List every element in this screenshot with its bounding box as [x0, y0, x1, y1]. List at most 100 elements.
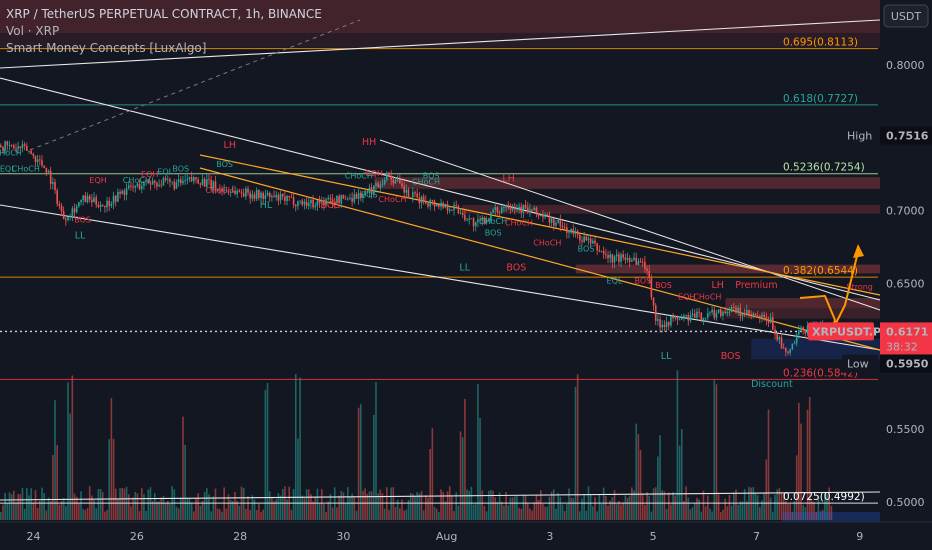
volume-bar	[544, 506, 546, 520]
candle-body	[0, 145, 2, 147]
candle-body	[511, 207, 514, 210]
candle-body	[709, 312, 711, 314]
candle-body	[121, 190, 124, 194]
candle-body	[34, 155, 37, 162]
candle-body	[693, 313, 696, 318]
candle-body	[125, 188, 128, 195]
volume-bar	[719, 511, 722, 520]
volume-bar	[260, 511, 262, 520]
symbol-tag-label: XRPUSDT.P	[812, 325, 881, 338]
volume-bar	[362, 490, 364, 520]
candle-body	[275, 194, 278, 198]
candle-body	[737, 307, 739, 313]
volume-bar	[114, 488, 117, 520]
volume-bar	[706, 495, 709, 520]
volume-bar	[366, 494, 369, 520]
volume-bar	[605, 495, 607, 520]
volume-bar	[639, 449, 642, 520]
candle-body	[318, 200, 321, 204]
volume-bar	[43, 493, 45, 520]
candle-body	[479, 219, 481, 221]
volume-bar	[307, 489, 310, 520]
candle-body	[722, 311, 724, 317]
candle-body	[212, 181, 215, 189]
volume-bar	[765, 459, 768, 520]
supply-zone-2	[374, 177, 880, 189]
volume-bar	[563, 511, 566, 520]
candle-body	[65, 219, 67, 221]
candle-body	[383, 179, 386, 184]
volume-bar	[717, 494, 720, 520]
candle-body	[769, 317, 772, 323]
volume-bar	[440, 489, 442, 520]
volume-bar	[795, 455, 798, 520]
legend-volume[interactable]: Vol · XRP	[6, 24, 60, 38]
candle-body	[444, 204, 447, 208]
candle-body	[320, 199, 323, 204]
candle-body	[188, 177, 191, 180]
volume-bar	[327, 501, 330, 520]
candle-body	[639, 260, 642, 262]
candle-body	[301, 200, 304, 205]
volume-bar	[633, 490, 635, 520]
volume-bar	[559, 496, 562, 520]
volume-bar	[101, 492, 104, 520]
candle-body	[186, 179, 189, 181]
price-axis[interactable]: 0.8000 0.7000 0.6500 0.5500 0.5000 High 0.7516…	[808, 0, 932, 522]
candle-body	[670, 316, 672, 326]
volume-bar	[60, 500, 63, 520]
candle-body	[544, 214, 546, 218]
volume-bar	[631, 487, 633, 520]
price-tick: 0.5500	[886, 423, 925, 436]
candle-body	[299, 200, 301, 202]
candle-body	[650, 278, 653, 298]
candle-body	[182, 180, 184, 184]
volume-bar	[281, 489, 284, 520]
currency-button[interactable]	[883, 4, 929, 28]
smc-label-bos: BOS	[506, 262, 526, 273]
volume-bar	[225, 508, 228, 520]
candle-body	[550, 218, 553, 223]
candle-body	[106, 200, 108, 208]
volume-bar	[338, 495, 340, 520]
volume-bar	[190, 502, 193, 520]
volume-bar	[674, 495, 677, 520]
candle-body	[171, 181, 173, 183]
volume-bar	[127, 494, 130, 520]
volume-bar	[15, 502, 17, 520]
volume-bar	[759, 507, 761, 520]
volume-bar	[179, 497, 182, 520]
countdown: 38:32	[886, 340, 918, 353]
candle-body	[531, 209, 533, 211]
candle-body	[455, 204, 458, 206]
volume-bar	[8, 492, 11, 520]
candle-body	[435, 204, 438, 207]
trend-line-3	[379, 139, 881, 311]
candle-body	[234, 190, 236, 194]
legend-indicator[interactable]: Smart Money Concepts [LuxAlgo]	[6, 41, 207, 55]
currency-button-label[interactable]: USDT	[891, 10, 922, 23]
candle-body	[392, 179, 395, 184]
candle-body	[774, 329, 776, 335]
candle-body	[654, 305, 657, 321]
volume-bar	[318, 503, 321, 520]
candle-body	[507, 204, 510, 209]
volume-bar	[132, 497, 134, 520]
candle-body	[401, 183, 403, 187]
legend-title[interactable]: XRP / TetherUS PERPETUAL CONTRACT, 1h, B…	[6, 7, 322, 21]
volume-bar	[336, 507, 338, 520]
candle-body	[8, 145, 11, 146]
volume-bar	[715, 384, 718, 520]
candle-body	[733, 307, 735, 309]
smc-label-choch: CHoCH	[533, 239, 561, 248]
candle-body	[88, 196, 91, 200]
candle-body	[201, 179, 204, 185]
candle-body	[633, 257, 635, 261]
volume-bar	[409, 493, 412, 520]
volume-bar	[464, 398, 466, 520]
volume-bar	[381, 493, 384, 520]
smc-label-eqh: EQH	[141, 170, 158, 179]
time-axis[interactable]: 24 26 28 30 Aug 3 5 7 9	[0, 521, 932, 550]
volume-bar	[216, 508, 219, 520]
